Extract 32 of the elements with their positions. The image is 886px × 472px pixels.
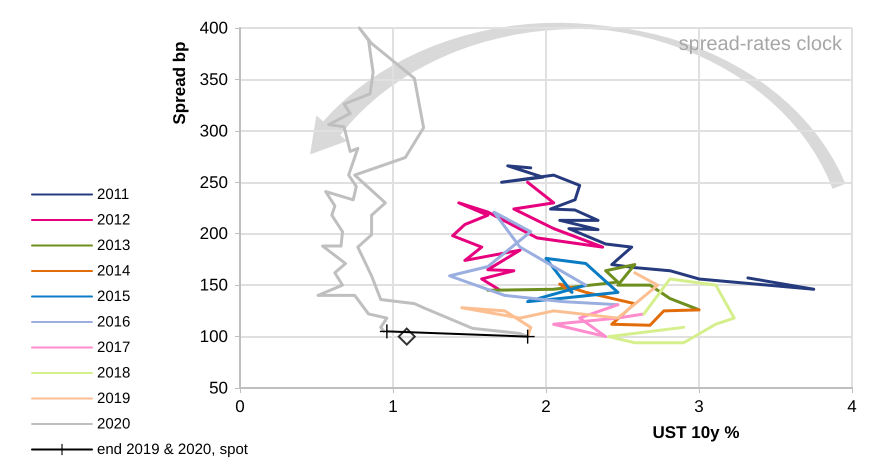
x-tick-label: 4 (847, 397, 857, 416)
y-tick-label: 100 (200, 327, 228, 346)
x-tick-label: 1 (388, 397, 398, 416)
y-axis-title: Spread bp (170, 41, 189, 125)
x-tick-label: 2 (541, 397, 551, 416)
line-series (500, 164, 816, 291)
line-series (552, 303, 646, 338)
y-tick-label: 150 (200, 276, 228, 295)
y-tick-label: 300 (200, 121, 228, 140)
legend-label: 2013 (97, 237, 130, 254)
legend-label: end 2019 & 2020, spot (97, 441, 249, 458)
legend-label: 2014 (97, 262, 130, 280)
annotation: spread-rates clock (678, 33, 843, 55)
y-tick-label: 400 (200, 18, 228, 38)
legend-label: 2018 (97, 364, 130, 382)
legend-label: 2019 (97, 390, 130, 407)
y-tick-label: 50 (209, 378, 228, 398)
x-tick-label: 3 (694, 397, 704, 416)
x-tick-label: 0 (235, 397, 245, 416)
line-series (607, 277, 736, 344)
legend-label: 2015 (97, 288, 130, 305)
legend-label: 2017 (97, 339, 130, 356)
legend-label: 2016 (97, 314, 130, 330)
y-tick-label: 250 (200, 172, 228, 192)
y-tick-label: 200 (200, 224, 228, 244)
legend-label: 2012 (97, 212, 130, 228)
line-series (448, 210, 620, 306)
x-axis-title: UST 10y % (652, 423, 740, 442)
legend-label: 2020 (97, 416, 130, 432)
legend-label: 2011 (97, 186, 130, 203)
y-tick-label: 350 (200, 70, 228, 89)
line-series (451, 180, 604, 291)
